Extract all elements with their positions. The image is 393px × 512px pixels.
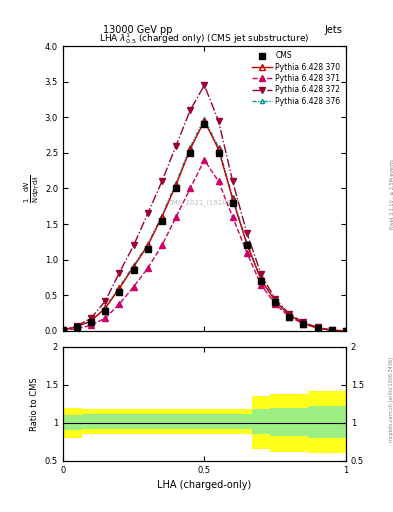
X-axis label: LHA (charged-only): LHA (charged-only) xyxy=(157,480,252,490)
Bar xyxy=(119,409,138,434)
Bar xyxy=(214,409,233,434)
Bar xyxy=(242,409,252,434)
Bar xyxy=(308,406,346,438)
Bar xyxy=(214,414,233,429)
Bar xyxy=(233,414,242,429)
Y-axis label: $\frac{1}{\mathrm{N}} \frac{\mathrm{d}N}{\mathrm{d}p_T \mathrm{d}\lambda}$: $\frac{1}{\mathrm{N}} \frac{\mathrm{d}N}… xyxy=(23,174,42,203)
Bar xyxy=(270,408,308,437)
Bar xyxy=(157,414,176,429)
Text: Jets: Jets xyxy=(324,25,342,35)
Bar xyxy=(138,409,157,434)
Bar xyxy=(63,408,82,438)
Bar xyxy=(308,391,346,453)
Bar xyxy=(157,409,176,434)
Text: 13000 GeV pp: 13000 GeV pp xyxy=(103,25,172,35)
Bar xyxy=(101,409,119,434)
Bar xyxy=(138,414,157,429)
Bar xyxy=(270,394,308,452)
Text: Rivet 3.1.10 ; ≥ 2.5M events: Rivet 3.1.10 ; ≥ 2.5M events xyxy=(389,160,393,229)
Bar xyxy=(242,414,252,429)
Bar xyxy=(195,414,214,429)
Bar xyxy=(252,409,270,434)
Bar xyxy=(82,409,101,434)
Bar xyxy=(63,415,82,431)
Bar xyxy=(176,409,195,434)
Bar xyxy=(119,414,138,429)
Bar xyxy=(233,409,242,434)
Text: CMS_2021_I1920187: CMS_2021_I1920187 xyxy=(168,199,241,206)
Bar xyxy=(82,414,101,429)
Bar xyxy=(101,414,119,429)
Title: LHA $\lambda^1_{0.5}$ (charged only) (CMS jet substructure): LHA $\lambda^1_{0.5}$ (charged only) (CM… xyxy=(99,31,310,46)
Bar xyxy=(176,414,195,429)
Y-axis label: Ratio to CMS: Ratio to CMS xyxy=(30,377,39,431)
Text: mcplots.cern.ch [arXiv:1306.3436]: mcplots.cern.ch [arXiv:1306.3436] xyxy=(389,357,393,442)
Legend: CMS, Pythia 6.428 370, Pythia 6.428 371, Pythia 6.428 372, Pythia 6.428 376: CMS, Pythia 6.428 370, Pythia 6.428 371,… xyxy=(250,48,343,109)
Bar xyxy=(252,396,270,450)
Bar xyxy=(195,409,214,434)
